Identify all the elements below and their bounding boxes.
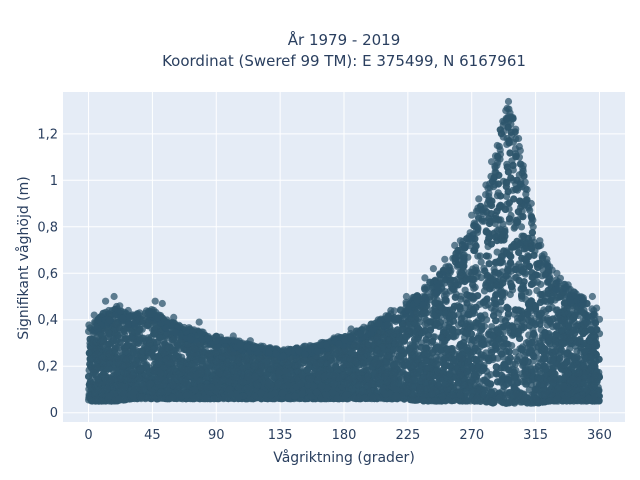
data-point [493, 248, 501, 256]
data-points [85, 97, 604, 407]
chart-title-line-1: År 1979 - 2019 [288, 30, 401, 49]
chart-title-line-2: Koordinat (Sweref 99 TM): E 375499, N 61… [162, 52, 526, 70]
